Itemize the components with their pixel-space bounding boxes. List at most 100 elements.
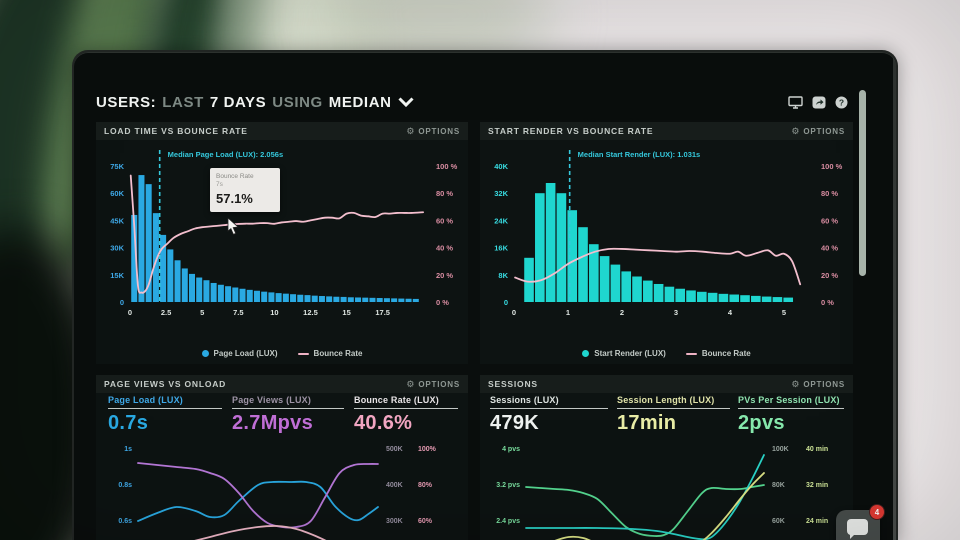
metric-value: 40.6% bbox=[354, 412, 413, 434]
laptop-screen: USERS: LAST 7 DAYS USING MEDIAN ? bbox=[72, 50, 898, 540]
svg-text:8K: 8K bbox=[498, 271, 508, 280]
panel-page-views-titlebar: PAGE VIEWS VS ONLOAD ⚙ OPTIONS bbox=[96, 375, 468, 393]
metric-value: 2.7Mpvs bbox=[232, 412, 314, 434]
metric-value: 17min bbox=[617, 412, 677, 434]
svg-text:10: 10 bbox=[270, 308, 278, 317]
svg-text:2.4 pvs: 2.4 pvs bbox=[496, 518, 520, 525]
options-label: OPTIONS bbox=[418, 126, 460, 136]
header-bar: USERS: LAST 7 DAYS USING MEDIAN ? bbox=[96, 90, 860, 114]
svg-text:32K: 32K bbox=[494, 189, 508, 198]
panel-title: PAGE VIEWS VS ONLOAD bbox=[104, 379, 227, 389]
svg-text:?: ? bbox=[839, 97, 844, 107]
panel-title: START RENDER VS BOUNCE RATE bbox=[488, 126, 654, 136]
svg-text:60K: 60K bbox=[772, 518, 785, 525]
metric-page-views: Page Views (LUX) 2.7Mpvs bbox=[232, 395, 344, 435]
help-icon[interactable]: ? bbox=[835, 96, 848, 109]
legend: Page Load (LUX) Bounce Rate bbox=[96, 349, 468, 358]
metric-pvs-per-session: PVs Per Session (LUX) 2pvs bbox=[738, 395, 844, 435]
legend-dot-icon bbox=[582, 350, 590, 357]
svg-text:45K: 45K bbox=[110, 216, 124, 225]
gear-icon: ⚙ bbox=[791, 125, 800, 136]
panel-load-time-titlebar: LOAD TIME VS BOUNCE RATE ⚙ OPTIONS bbox=[96, 122, 468, 140]
svg-text:40K: 40K bbox=[494, 162, 508, 171]
svg-text:16K: 16K bbox=[494, 244, 508, 253]
panel-sessions: SESSIONS ⚙ OPTIONS Sessions (LUX) 479K S… bbox=[480, 375, 853, 540]
options-button[interactable]: ⚙ OPTIONS bbox=[791, 378, 845, 389]
legend-page-load[interactable]: Page Load (LUX) bbox=[201, 349, 278, 358]
legend-start-render[interactable]: Start Render (LUX) bbox=[582, 349, 666, 358]
svg-text:15K: 15K bbox=[110, 271, 124, 280]
legend-bounce-rate[interactable]: Bounce Rate bbox=[297, 349, 363, 358]
metrics-row: Sessions (LUX) 479K Session Length (LUX)… bbox=[480, 395, 853, 439]
chat-bubble-icon bbox=[847, 519, 868, 539]
notification-badge: 4 bbox=[869, 504, 885, 520]
svg-text:0: 0 bbox=[120, 298, 124, 307]
metric-label: Sessions (LUX) bbox=[490, 395, 608, 409]
metric-bounce-rate: Bounce Rate (LUX) 40.6% bbox=[354, 395, 458, 435]
options-button[interactable]: ⚙ OPTIONS bbox=[406, 378, 460, 389]
start-render-chart[interactable]: 40K 32K 24K 16K 8K 0 100 % 80 % 60 % 40 % 20 % 0 % 0… bbox=[480, 140, 853, 336]
options-button[interactable]: ⚙ OPTIONS bbox=[406, 126, 460, 136]
svg-text:80 %: 80 % bbox=[436, 189, 453, 198]
legend-label: Start Render (LUX) bbox=[594, 349, 666, 358]
svg-text:20 %: 20 % bbox=[436, 271, 453, 280]
options-label: OPTIONS bbox=[803, 379, 845, 389]
svg-text:300K: 300K bbox=[386, 518, 403, 525]
header-using: USING bbox=[272, 93, 323, 111]
svg-text:60 %: 60 % bbox=[436, 216, 453, 225]
metric-value: 0.7s bbox=[108, 412, 149, 434]
tooltip-x: 7s bbox=[216, 181, 223, 189]
svg-text:0.6s: 0.6s bbox=[118, 518, 132, 525]
header-icons: ? bbox=[788, 95, 848, 109]
metric-session-length: Session Length (LUX) 17min bbox=[617, 395, 730, 435]
metric-value: 2pvs bbox=[738, 412, 785, 434]
metric-sessions: Sessions (LUX) 479K bbox=[490, 395, 608, 435]
svg-text:30K: 30K bbox=[110, 244, 124, 253]
share-icon[interactable] bbox=[812, 96, 826, 109]
header-days: 7 DAYS bbox=[209, 93, 267, 111]
sessions-chart[interactable]: 4 pvs 3.2 pvs 2.4 pvs 100K 40 min 80K 32 min 60… bbox=[480, 441, 853, 540]
svg-text:24K: 24K bbox=[494, 216, 508, 225]
gear-icon: ⚙ bbox=[791, 378, 800, 389]
legend-line-icon bbox=[297, 352, 309, 355]
svg-text:0.8s: 0.8s bbox=[118, 482, 132, 489]
svg-text:24 min: 24 min bbox=[806, 518, 828, 525]
metric-label: Page Load (LUX) bbox=[108, 395, 222, 409]
svg-text:Median Page Load (LUX): 2.056s: Median Page Load (LUX): 2.056s bbox=[168, 150, 283, 159]
chevron-down-icon bbox=[398, 94, 414, 111]
svg-text:40 %: 40 % bbox=[821, 244, 838, 253]
options-label: OPTIONS bbox=[803, 126, 845, 136]
metric-label: Session Length (LUX) bbox=[617, 395, 730, 409]
panel-sessions-titlebar: SESSIONS ⚙ OPTIONS bbox=[480, 375, 853, 393]
header-users: USERS: bbox=[96, 93, 157, 111]
svg-text:0: 0 bbox=[128, 308, 132, 317]
options-button[interactable]: ⚙ OPTIONS bbox=[791, 125, 845, 136]
svg-text:80K: 80K bbox=[772, 482, 785, 489]
users-range-dropdown[interactable]: USERS: LAST 7 DAYS USING MEDIAN bbox=[96, 94, 414, 111]
svg-text:1: 1 bbox=[566, 308, 570, 317]
legend-label: Page Load (LUX) bbox=[213, 349, 278, 358]
gear-icon: ⚙ bbox=[406, 378, 415, 389]
svg-text:2.5: 2.5 bbox=[161, 308, 171, 317]
svg-text:Median Start Render (LUX): 1.0: Median Start Render (LUX): 1.031s bbox=[578, 150, 701, 159]
legend: Start Render (LUX) Bounce Rate bbox=[480, 349, 853, 358]
svg-text:7.5: 7.5 bbox=[233, 308, 243, 317]
scrollbar[interactable] bbox=[859, 90, 866, 276]
svg-text:15: 15 bbox=[342, 308, 350, 317]
panel-start-render-titlebar: START RENDER VS BOUNCE RATE ⚙ OPTIONS bbox=[480, 122, 853, 140]
panel-title: SESSIONS bbox=[488, 379, 538, 389]
display-icon[interactable] bbox=[788, 95, 803, 109]
options-label: OPTIONS bbox=[418, 379, 460, 389]
svg-text:100%: 100% bbox=[418, 446, 437, 453]
svg-text:4: 4 bbox=[728, 308, 733, 317]
legend-label: Bounce Rate bbox=[313, 349, 363, 358]
chat-launcher-button[interactable]: 4 bbox=[836, 504, 885, 540]
svg-text:75K: 75K bbox=[110, 162, 124, 171]
load-time-chart[interactable]: 75K 60K 45K 30K 15K 0 100 % 80 % 60 % 40 % 20 % 0 %… bbox=[96, 140, 468, 336]
svg-text:60K: 60K bbox=[110, 189, 124, 198]
svg-text:100 %: 100 % bbox=[821, 162, 843, 171]
legend-bounce-rate[interactable]: Bounce Rate bbox=[685, 349, 751, 358]
page-views-chart[interactable]: 1s 0.8s 0.6s 500K 100% 400K 80% 300K 60% bbox=[96, 441, 468, 540]
metric-page-load: Page Load (LUX) 0.7s bbox=[108, 395, 222, 435]
